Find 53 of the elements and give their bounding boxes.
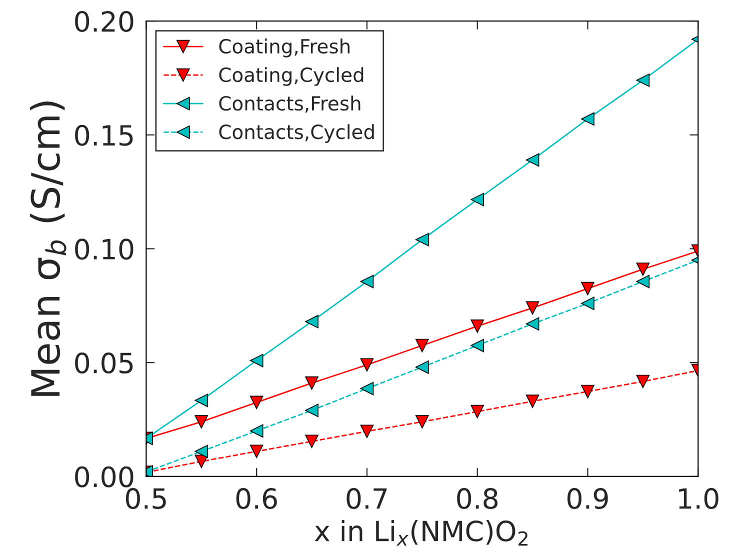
point [581, 112, 594, 126]
point [305, 314, 318, 328]
x-tick-label: 0.5 [126, 488, 166, 510]
legend-label: Coating,Cycled [219, 67, 364, 86]
x-tick-label: 0.8 [457, 488, 498, 510]
x-tick-label: 0.7 [346, 488, 387, 510]
point [305, 434, 318, 448]
x-tick-label: 0.6 [236, 488, 277, 510]
point [470, 338, 484, 352]
y-tick-label: 0.05 [75, 352, 133, 374]
point [581, 384, 594, 398]
point [526, 153, 540, 167]
legend-label: Contacts,Fresh [219, 96, 360, 113]
point [636, 262, 650, 276]
point [250, 354, 264, 368]
x-axis-title: x in Li$_{x}$(NMC)O$_{2}$ [314, 520, 528, 546]
y-tick-label: 0.15 [75, 124, 133, 146]
point [526, 394, 540, 408]
point [415, 232, 429, 246]
point [194, 454, 208, 468]
point [636, 274, 650, 288]
point [415, 338, 429, 352]
x-tick-label: 0.9 [567, 488, 608, 510]
point [415, 415, 429, 428]
point [415, 360, 429, 374]
y-axis-title: Mean σ$_{b}$ (S/cm) [30, 102, 66, 396]
point [250, 424, 264, 438]
point [360, 424, 374, 438]
legend-label: Contacts,Cycled [219, 124, 374, 143]
point [636, 74, 650, 87]
point [360, 274, 374, 288]
point [526, 301, 540, 315]
point [470, 192, 484, 206]
point [194, 444, 208, 458]
y-tick-label: 0.00 [75, 466, 134, 488]
point [194, 415, 208, 428]
point [581, 282, 594, 296]
point [526, 317, 540, 331]
point [470, 404, 484, 418]
x-tick-label: 1.0 [679, 488, 718, 510]
point [305, 404, 318, 418]
point [194, 394, 208, 408]
legend-label: Coating,Fresh [219, 38, 350, 58]
y-tick-label: 0.20 [75, 10, 134, 32]
point [581, 296, 594, 310]
point [305, 376, 318, 390]
point [250, 396, 264, 410]
point [360, 382, 374, 396]
point [360, 358, 374, 372]
point [636, 374, 650, 388]
point [470, 319, 484, 333]
y-tick-label: 0.10 [75, 238, 134, 260]
point [250, 444, 264, 458]
